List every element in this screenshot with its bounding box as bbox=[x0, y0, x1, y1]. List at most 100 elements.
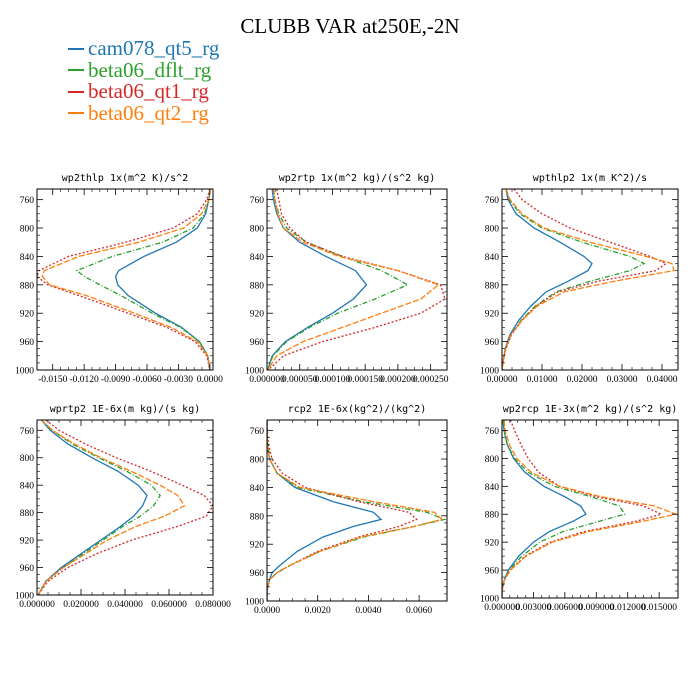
x-tick-label: 0.000000 bbox=[249, 375, 285, 385]
chart-panel: wp2thlp 1x(m^2 K)/s^2 760 800 840 880 920 960 1… bbox=[15, 173, 223, 385]
y-tick-label: 800 bbox=[20, 454, 35, 464]
x-tick-label: 0.006000 bbox=[547, 603, 583, 613]
y-tick-label: 840 bbox=[250, 484, 265, 494]
chart-panel: wpthlp2 1x(m K^2)/s 760 800 840 880 920 960 100… bbox=[480, 173, 679, 385]
x-tick-label: 0.000050 bbox=[282, 375, 318, 385]
y-tick-label: 760 bbox=[250, 427, 265, 437]
y-tick-label: 1000 bbox=[245, 598, 264, 608]
y-tick-label: 760 bbox=[20, 427, 35, 437]
x-tick-label: -0.0150 bbox=[38, 375, 68, 385]
x-tick-label: 0.080000 bbox=[195, 600, 231, 610]
series-line bbox=[37, 420, 162, 595]
series-line bbox=[75, 189, 211, 370]
x-tick-label: -0.0060 bbox=[132, 375, 162, 385]
series-line bbox=[37, 420, 186, 595]
axes-box bbox=[501, 188, 679, 371]
y-tick-label: 840 bbox=[20, 253, 35, 263]
y-tick-label: 800 bbox=[250, 456, 265, 466]
y-tick-label: 960 bbox=[20, 564, 35, 574]
panel-title: wpthlp2 1x(m K^2)/s bbox=[533, 173, 647, 184]
legend-label: beta06_qt1_rg bbox=[88, 79, 209, 103]
x-tick-label: 0.0060 bbox=[406, 606, 432, 616]
legend: cam078_qt5_rg beta06_dflt_rg beta06_qt1_… bbox=[68, 36, 220, 125]
y-tick-label: 920 bbox=[20, 537, 35, 547]
series-line bbox=[267, 189, 446, 370]
axes-box bbox=[266, 188, 448, 371]
series-line bbox=[37, 420, 148, 595]
y-tick-label: 840 bbox=[485, 253, 500, 263]
y-tick-label: 880 bbox=[485, 511, 500, 521]
series-line bbox=[502, 189, 593, 370]
y-tick-label: 880 bbox=[250, 512, 265, 522]
y-tick-label: 1000 bbox=[480, 595, 499, 605]
x-tick-label: 0.012000 bbox=[610, 603, 646, 613]
x-tick-label: 0.02000 bbox=[567, 375, 598, 385]
y-tick-label: 800 bbox=[250, 225, 265, 235]
y-tick-label: 800 bbox=[485, 455, 500, 465]
axes-box bbox=[501, 419, 679, 599]
x-tick-label: 0.000000 bbox=[484, 603, 520, 613]
legend-swatch bbox=[68, 69, 84, 72]
axes-box bbox=[36, 419, 214, 596]
y-tick-label: 1000 bbox=[245, 367, 264, 377]
x-tick-label: 0.0020 bbox=[305, 606, 331, 616]
y-tick-label: 840 bbox=[485, 483, 500, 493]
legend-item: beta06_dflt_rg bbox=[68, 59, 219, 82]
series-line bbox=[502, 420, 678, 598]
legend-swatch bbox=[68, 112, 84, 115]
y-tick-label: 880 bbox=[20, 509, 35, 519]
axes-box bbox=[266, 419, 448, 602]
series-line bbox=[37, 420, 213, 595]
series-line bbox=[37, 189, 211, 370]
x-tick-label: 0.03000 bbox=[607, 375, 638, 385]
legend-item: beta06_qt2_rg bbox=[68, 102, 219, 125]
x-tick-label: 0.000200 bbox=[380, 375, 416, 385]
panel-title: wp2rcp 1E-3x(m^2 kg)/(s^2 kg) bbox=[503, 404, 678, 415]
y-tick-label: 960 bbox=[485, 567, 500, 577]
x-tick-label: 0.0000 bbox=[197, 375, 223, 385]
y-tick-label: 920 bbox=[250, 310, 265, 320]
series-line bbox=[502, 189, 646, 370]
y-tick-label: 1000 bbox=[15, 367, 34, 377]
chart-panel: wp2rcp 1E-3x(m^2 kg)/(s^2 kg) 760 800 840 88… bbox=[480, 404, 679, 613]
panel-title: rcp2 1E-6x(kg^2)/(kg^2) bbox=[288, 404, 426, 415]
y-tick-label: 760 bbox=[485, 196, 500, 206]
x-tick-label: 0.01000 bbox=[527, 375, 558, 385]
y-tick-label: 800 bbox=[485, 225, 500, 235]
y-tick-label: 1000 bbox=[15, 592, 34, 602]
x-tick-label: -0.0120 bbox=[69, 375, 99, 385]
y-tick-label: 880 bbox=[20, 281, 35, 291]
panel-title: wp2rtp 1x(m^2 kg)/(s^2 kg) bbox=[279, 173, 436, 184]
x-tick-label: 0.000250 bbox=[413, 375, 449, 385]
panel-title: wprtp2 1E-6x(m kg)/(s kg) bbox=[50, 404, 201, 415]
y-tick-label: 960 bbox=[250, 569, 265, 579]
y-tick-label: 920 bbox=[250, 541, 265, 551]
chart-panel: wp2rtp 1x(m^2 kg)/(s^2 kg) 760 800 840 880 92… bbox=[245, 173, 449, 385]
x-tick-label: -0.0090 bbox=[101, 375, 131, 385]
y-tick-label: 1000 bbox=[480, 367, 499, 377]
series-line bbox=[267, 189, 368, 370]
y-tick-label: 760 bbox=[20, 196, 35, 206]
x-tick-label: 0.040000 bbox=[107, 600, 143, 610]
series-line bbox=[502, 420, 626, 598]
y-tick-label: 920 bbox=[485, 539, 500, 549]
series-line bbox=[267, 420, 383, 601]
x-tick-label: 0.000000 bbox=[19, 600, 55, 610]
series-line bbox=[267, 189, 440, 370]
x-tick-label: -0.0030 bbox=[164, 375, 194, 385]
legend-swatch bbox=[68, 47, 84, 50]
series-line bbox=[267, 420, 444, 601]
series-line bbox=[267, 189, 410, 370]
chart-panel: wprtp2 1E-6x(m kg)/(s kg) 760 800 840 880 920… bbox=[15, 404, 231, 610]
series-line bbox=[502, 420, 587, 598]
series-line bbox=[41, 189, 211, 370]
series-line bbox=[267, 420, 447, 601]
axes-box bbox=[36, 188, 214, 371]
series-line bbox=[502, 420, 664, 598]
series-line bbox=[267, 420, 418, 601]
x-tick-label: 0.020000 bbox=[63, 600, 99, 610]
legend-label: cam078_qt5_rg bbox=[88, 36, 220, 60]
y-tick-label: 760 bbox=[250, 196, 265, 206]
panel-title: wp2thlp 1x(m^2 K)/s^2 bbox=[62, 173, 188, 184]
